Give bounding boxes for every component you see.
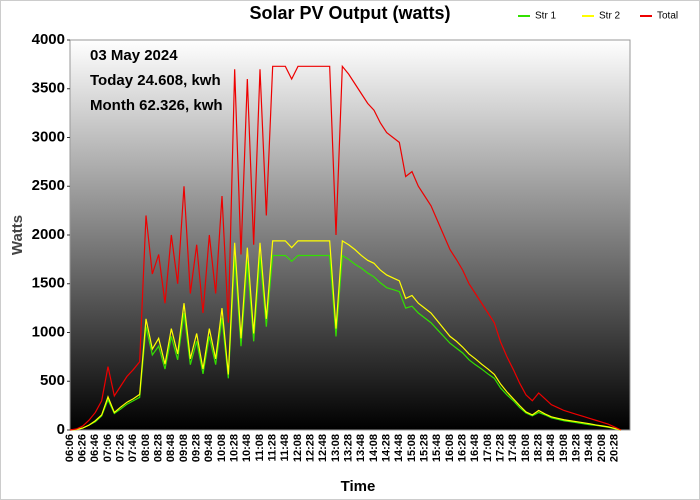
annotation: Month 62.326, kwh (90, 97, 223, 114)
x-tick-label: 20:08 (596, 434, 608, 462)
x-tick-label: 15:28 (419, 434, 431, 462)
x-tick-label: 10:28 (229, 434, 241, 462)
x-tick-label: 06:06 (64, 434, 76, 462)
y-tick-label: 3500 (32, 80, 65, 97)
x-tick-label: 19:28 (571, 434, 583, 462)
x-tick-label: 06:26 (77, 434, 89, 462)
x-tick-label: 09:08 (178, 434, 190, 462)
x-tick-label: 12:48 (317, 434, 329, 462)
y-axis-label: Watts (9, 215, 26, 255)
x-tick-label: 19:08 (558, 434, 570, 462)
y-tick-label: 500 (40, 372, 65, 389)
x-tick-label: 15:48 (431, 434, 443, 462)
series-line (69, 64, 622, 431)
x-tick-label: 13:48 (355, 434, 367, 462)
x-tick-label: 06:46 (89, 434, 101, 462)
x-tick-label: 18:48 (545, 434, 557, 462)
x-tick-label: 12:28 (305, 434, 317, 462)
x-tick-label: 13:28 (343, 434, 355, 462)
x-tick-label: 10:48 (241, 434, 253, 462)
x-tick-label: 16:48 (469, 434, 481, 462)
x-tick-label: 08:08 (140, 434, 152, 462)
x-tick-label: 17:08 (482, 434, 494, 462)
series-line (69, 254, 622, 431)
y-tick-label: 2000 (32, 226, 65, 243)
legend-label: Str 1 (535, 11, 557, 22)
x-axis-label: Time (341, 478, 376, 495)
legend-label: Str 2 (599, 11, 621, 22)
annotation: 03 May 2024 (90, 47, 178, 64)
x-tick-label: 14:28 (381, 434, 393, 462)
y-tick-label: 1500 (32, 275, 65, 292)
chart-title: Solar PV Output (watts) (249, 3, 450, 23)
x-tick-label: 08:48 (165, 434, 177, 462)
y-tick-label: 3000 (32, 128, 65, 145)
x-tick-label: 08:28 (153, 434, 165, 462)
x-tick-label: 18:08 (520, 434, 532, 462)
y-tick-label: 4000 (32, 31, 65, 48)
x-tick-label: 09:28 (191, 434, 203, 462)
x-tick-label: 07:06 (102, 434, 114, 462)
x-tick-label: 09:48 (203, 434, 215, 462)
x-tick-label: 14:48 (393, 434, 405, 462)
x-tick-label: 20:28 (609, 434, 621, 462)
x-tick-label: 14:08 (368, 434, 380, 462)
x-tick-label: 11:28 (267, 434, 279, 462)
y-tick-label: 0 (57, 421, 65, 438)
series-line (69, 239, 622, 431)
x-tick-label: 17:48 (507, 434, 519, 462)
annotation: Today 24.608, kwh (90, 72, 221, 89)
x-tick-label: 12:08 (292, 434, 304, 462)
x-tick-label: 07:46 (127, 434, 139, 462)
x-tick-label: 15:08 (406, 434, 418, 462)
x-tick-label: 11:48 (279, 434, 291, 462)
x-tick-label: 16:28 (457, 434, 469, 462)
x-tick-label: 10:08 (216, 434, 228, 462)
y-tick-label: 2500 (32, 177, 65, 194)
x-tick-label: 18:28 (533, 434, 545, 462)
x-tick-label: 17:28 (495, 434, 507, 462)
y-tick-label: 1000 (32, 323, 65, 340)
x-tick-label: 19:48 (583, 434, 595, 462)
x-tick-label: 16:08 (444, 434, 456, 462)
x-tick-label: 11:08 (254, 434, 266, 462)
legend-label: Total (657, 11, 678, 22)
x-tick-label: 13:08 (330, 434, 342, 462)
x-tick-label: 07:26 (115, 434, 127, 462)
